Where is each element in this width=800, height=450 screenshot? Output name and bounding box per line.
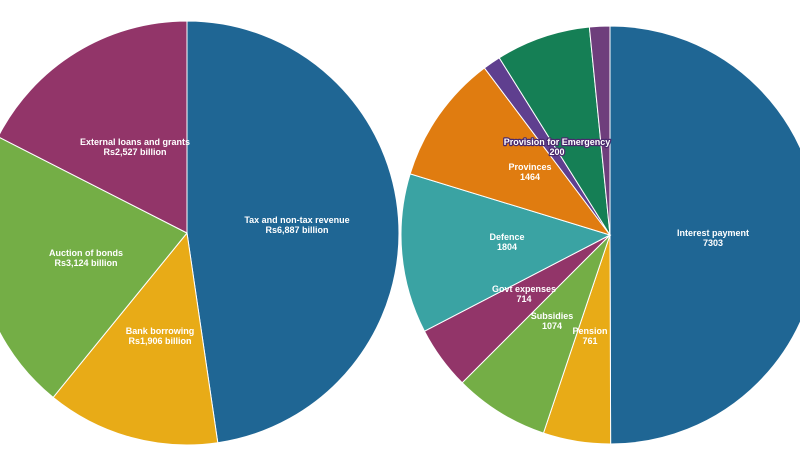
slice-label-provision-for-emergency: Provision for Emergency — [504, 137, 611, 147]
slice-label-tax-and-non-tax-revenue: Tax and non-tax revenue — [244, 215, 349, 225]
slice-value-provision-for-emergency: 200 — [549, 147, 564, 157]
pie-slice-tax-and-non-tax-revenue — [186, 20, 400, 444]
slice-value-pension: 761 — [582, 336, 597, 346]
slice-value-provinces: 1464 — [520, 172, 540, 182]
slice-label-govt-expenses: Govt expenses — [492, 284, 556, 294]
slice-label-auction-of-bonds: Auction of bonds — [49, 248, 123, 258]
slice-value-subsidies: 1074 — [542, 321, 562, 331]
slice-value-defence: 1804 — [497, 242, 517, 252]
expenditure-pie: Interest payment7303Pension761Subsidies1… — [400, 25, 800, 445]
pie-slice-auction-of-bonds — [0, 137, 188, 399]
pie-slice-interest-payment — [609, 25, 800, 445]
pie-slice-subsidies — [461, 234, 611, 434]
slice-label-defence: Defence — [489, 232, 524, 242]
slice-label-bank-borrowing: Bank borrowing — [126, 326, 195, 336]
pie-slice-external-loans-and-grants — [0, 20, 188, 234]
slice-value-tax-and-non-tax-revenue: Rs6,887 billion — [265, 225, 328, 235]
slice-label-external-loans-and-grants: External loans and grants — [80, 137, 190, 147]
slice-value-interest-payment: 7303 — [703, 238, 723, 248]
slice-value-external-loans-and-grants: Rs2,527 billion — [103, 147, 166, 157]
pie-slice-bank-borrowing — [52, 231, 219, 446]
pie-slice-unlabeled-8 — [588, 25, 611, 236]
pie-slice-provinces — [409, 67, 612, 236]
slice-label-provinces: Provinces — [508, 162, 551, 172]
slice-value-bank-borrowing: Rs1,906 billion — [128, 336, 191, 346]
slice-value-auction-of-bonds: Rs3,124 billion — [54, 258, 117, 268]
slice-label-subsidies: Subsidies — [531, 311, 574, 321]
slice-label-interest-payment: Interest payment — [677, 228, 749, 238]
slice-label-pension: Pension — [572, 326, 607, 336]
pie-slice-defence — [400, 173, 612, 332]
slice-value-govt-expenses: 714 — [516, 294, 531, 304]
